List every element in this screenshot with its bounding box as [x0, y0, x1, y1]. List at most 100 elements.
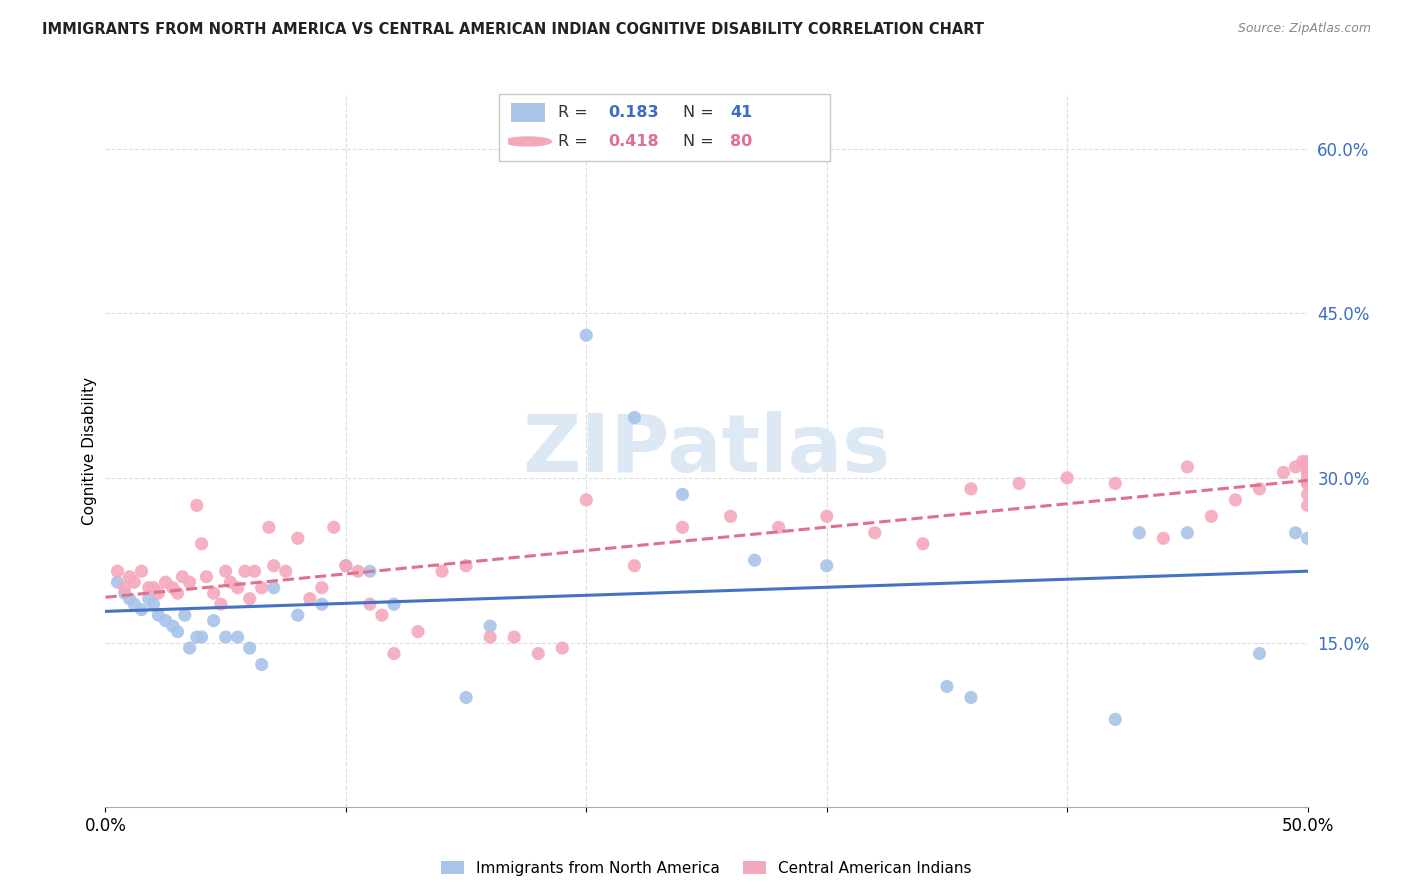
Point — [233, 564, 256, 578]
Point — [1296, 476, 1319, 491]
Point — [671, 520, 693, 534]
Point — [551, 641, 574, 656]
Point — [162, 581, 184, 595]
Text: N =: N = — [683, 134, 718, 149]
Text: 80: 80 — [730, 134, 752, 149]
Point — [263, 581, 285, 595]
Point — [1292, 454, 1315, 468]
Point — [1249, 647, 1271, 661]
Point — [138, 591, 160, 606]
Text: Source: ZipAtlas.com: Source: ZipAtlas.com — [1237, 22, 1371, 36]
Point — [527, 647, 550, 661]
Point — [359, 564, 381, 578]
Point — [1056, 471, 1078, 485]
Point — [209, 597, 232, 611]
Text: N =: N = — [683, 105, 718, 120]
Point — [1201, 509, 1223, 524]
Point — [239, 641, 262, 656]
Point — [1296, 531, 1319, 545]
Point — [186, 499, 208, 513]
Point — [371, 608, 394, 623]
Point — [454, 690, 477, 705]
Point — [1296, 466, 1319, 480]
Point — [155, 575, 177, 590]
Point — [148, 608, 170, 623]
Point — [1296, 459, 1319, 474]
Text: ZIPatlas: ZIPatlas — [523, 411, 890, 490]
Point — [744, 553, 766, 567]
Point — [202, 614, 225, 628]
Point — [172, 570, 194, 584]
Point — [671, 487, 693, 501]
Point — [124, 575, 146, 590]
Point — [162, 619, 184, 633]
Point — [298, 591, 321, 606]
Point — [1296, 499, 1319, 513]
Point — [1296, 471, 1319, 485]
Point — [359, 597, 381, 611]
Point — [179, 641, 201, 656]
Text: R =: R = — [558, 105, 592, 120]
Point — [335, 558, 357, 573]
Point — [1296, 466, 1319, 480]
Point — [118, 591, 141, 606]
Point — [166, 586, 188, 600]
Point — [1152, 531, 1174, 545]
Point — [155, 614, 177, 628]
Point — [118, 570, 141, 584]
Point — [1284, 525, 1306, 540]
Point — [1284, 459, 1306, 474]
Point — [250, 657, 273, 672]
Point — [131, 602, 153, 616]
Point — [575, 328, 598, 343]
Point — [815, 509, 838, 524]
Point — [226, 581, 249, 595]
Point — [1296, 476, 1319, 491]
Point — [1296, 459, 1319, 474]
Point — [936, 680, 959, 694]
Point — [1296, 466, 1319, 480]
Point — [114, 586, 136, 600]
Point — [311, 597, 333, 611]
Point — [1272, 466, 1295, 480]
Point — [1296, 459, 1319, 474]
Point — [179, 575, 201, 590]
Point — [960, 690, 983, 705]
Point — [479, 630, 502, 644]
Point — [214, 564, 236, 578]
Point — [226, 630, 249, 644]
Point — [623, 410, 645, 425]
Point — [1008, 476, 1031, 491]
Text: 0.418: 0.418 — [607, 134, 658, 149]
Point — [274, 564, 297, 578]
Y-axis label: Cognitive Disability: Cognitive Disability — [82, 376, 97, 524]
Point — [107, 575, 129, 590]
Point — [406, 624, 429, 639]
Point — [142, 597, 165, 611]
Point — [195, 570, 218, 584]
Point — [1296, 466, 1319, 480]
Point — [287, 608, 309, 623]
Point — [720, 509, 742, 524]
Point — [1175, 459, 1198, 474]
Point — [623, 558, 645, 573]
Point — [1175, 525, 1198, 540]
Point — [214, 630, 236, 644]
Point — [142, 581, 165, 595]
Point — [124, 597, 146, 611]
Point — [263, 558, 285, 573]
Point — [335, 558, 357, 573]
Point — [190, 630, 212, 644]
Point — [287, 531, 309, 545]
Point — [138, 581, 160, 595]
Text: IMMIGRANTS FROM NORTH AMERICA VS CENTRAL AMERICAN INDIAN COGNITIVE DISABILITY CO: IMMIGRANTS FROM NORTH AMERICA VS CENTRAL… — [42, 22, 984, 37]
Point — [250, 581, 273, 595]
Point — [1296, 454, 1319, 468]
Point — [239, 591, 262, 606]
Point — [815, 558, 838, 573]
Point — [503, 630, 526, 644]
Text: 0.183: 0.183 — [607, 105, 658, 120]
Point — [911, 537, 934, 551]
Point — [257, 520, 280, 534]
Point — [1296, 471, 1319, 485]
